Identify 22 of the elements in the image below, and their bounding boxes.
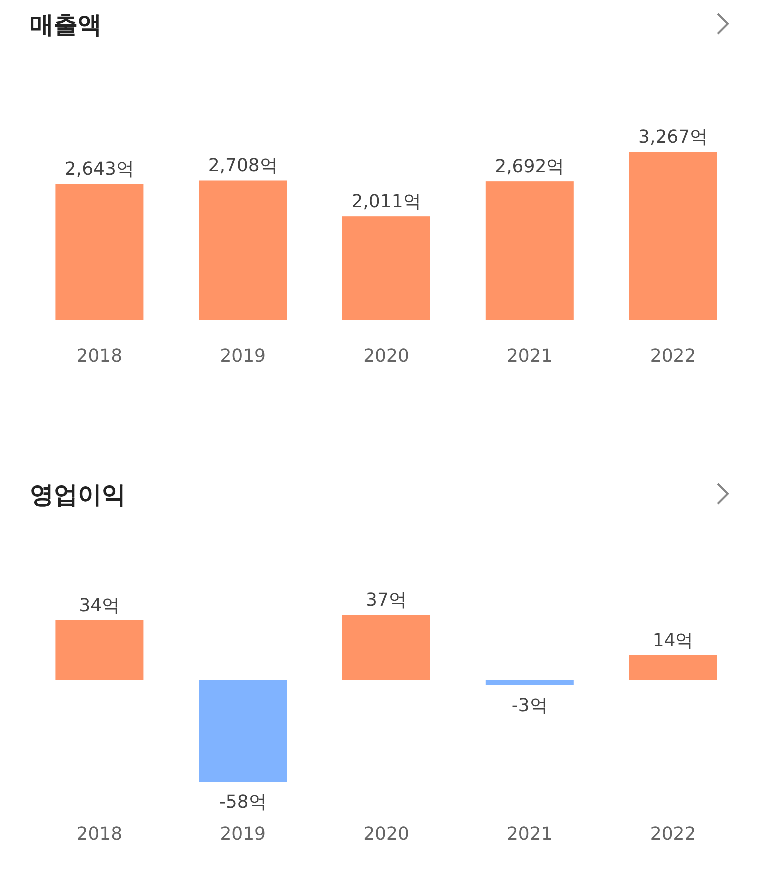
data-label: 3,267억: [638, 127, 708, 148]
data-label: 2,692억: [495, 156, 565, 178]
data-label: 2,708억: [208, 156, 278, 177]
x-tick-label: 2021: [506, 346, 553, 367]
x-tick-label: 2019: [220, 824, 266, 845]
data-label: -3억: [512, 695, 548, 716]
data-label: 37억: [366, 590, 407, 611]
chart-title: 영업이익: [30, 481, 126, 509]
chart-title: 매출액: [30, 11, 102, 39]
data-label: 34억: [79, 595, 120, 616]
x-tick-label: 2019: [220, 346, 266, 367]
x-tick-label: 2020: [364, 346, 410, 367]
data-label: 2,011억: [352, 192, 422, 213]
data-label: 14억: [652, 630, 694, 652]
x-tick-label: 2022: [650, 824, 696, 845]
data-label: 2,643억: [64, 159, 134, 180]
x-tick-label: 2021: [506, 824, 553, 845]
x-tick-label: 2020: [364, 824, 410, 845]
data-label: -58억: [219, 792, 267, 813]
x-tick-label: 2018: [76, 346, 123, 367]
x-tick-label: 2022: [650, 346, 696, 367]
x-tick-label: 2018: [76, 824, 123, 845]
